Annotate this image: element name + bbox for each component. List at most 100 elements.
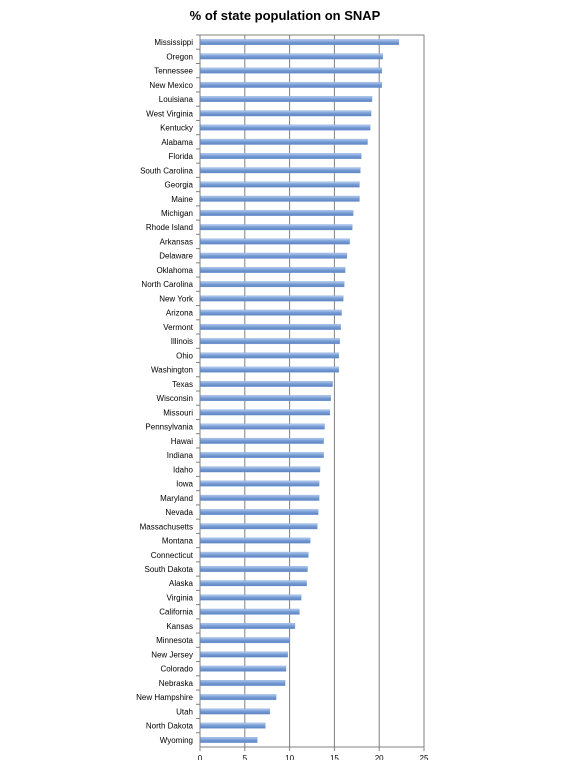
bar-arkansas (200, 238, 350, 245)
bar-alaska (200, 580, 307, 587)
category-label: Oregon (166, 52, 193, 61)
category-label: Minnesota (156, 636, 193, 645)
x-tick-label: 10 (285, 754, 294, 760)
category-label: Idaho (173, 465, 194, 474)
bar-new-hampshire (200, 694, 277, 701)
category-label: North Carolina (141, 280, 193, 289)
bar-south-dakota (200, 566, 308, 572)
bar-tennessee (200, 67, 383, 74)
bar-new-mexico (200, 81, 383, 88)
category-label: Kansas (166, 622, 193, 631)
category-label: Rhode Island (146, 223, 193, 232)
category-label: Massachusetts (140, 522, 193, 531)
category-label: Alaska (169, 579, 194, 588)
category-label: Maine (171, 195, 193, 204)
category-label: Oklahoma (157, 266, 194, 275)
category-labels: Mississippi Oregon Tennessee New Mexico Loui… (136, 34, 200, 745)
bar-maine (200, 195, 360, 202)
bar-west-virginia (200, 110, 372, 117)
bars (200, 39, 400, 743)
bar-connecticut (200, 551, 309, 558)
category-label: California (159, 608, 193, 617)
category-label: Iowa (176, 480, 193, 489)
category-label: Arizona (166, 309, 194, 318)
bar-washington (200, 366, 340, 373)
bar-kentucky (200, 124, 371, 131)
bar-delaware (200, 252, 348, 259)
category-label: Maryland (160, 494, 193, 503)
bar-new-york (200, 295, 344, 302)
category-label: Nevada (165, 508, 193, 517)
category-label: Hawai (171, 437, 193, 446)
bar-california (200, 608, 300, 615)
bar-hawai (200, 437, 324, 444)
category-label: Kentucky (160, 124, 193, 133)
bar-michigan (200, 210, 354, 216)
category-label: Mississippi (154, 38, 193, 47)
bar-south-carolina (200, 167, 361, 174)
x-tick-label: 15 (330, 754, 339, 760)
bar-maryland (200, 494, 320, 501)
category-label: New York (159, 294, 194, 303)
bar-florida (200, 153, 362, 159)
category-label: Utah (176, 707, 193, 716)
bar-alabama (200, 138, 368, 145)
plot-area-border (199, 34, 425, 748)
x-tick-label: 0 (198, 754, 203, 760)
category-label: Tennessee (154, 67, 193, 76)
category-label: Arkansas (160, 237, 193, 246)
category-label: Ohio (176, 351, 193, 360)
category-label: Michigan (161, 209, 193, 218)
bar-rhode-island (200, 224, 353, 231)
category-label: West Virginia (146, 109, 193, 118)
bar-north-carolina (200, 281, 345, 288)
category-label: South Dakota (145, 565, 194, 574)
category-label: Virginia (166, 593, 193, 602)
x-axis-ticks: 0 5 10 15 20 25 (198, 747, 429, 760)
category-label: Pennsylvania (145, 423, 193, 432)
bar-massachusetts (200, 523, 318, 530)
bar-indiana (200, 452, 324, 458)
category-label: Wisconsin (157, 394, 193, 403)
category-label: North Dakota (146, 722, 194, 731)
category-label: Nebraska (159, 679, 194, 688)
bar-ohio (200, 352, 340, 359)
category-label: Montana (162, 537, 194, 546)
bar-texas (200, 380, 333, 387)
bar-oklahoma (200, 267, 346, 273)
category-label: Missouri (163, 408, 193, 417)
category-label: Georgia (165, 181, 194, 190)
category-label: Louisiana (159, 95, 194, 104)
category-label: Wyoming (160, 736, 193, 745)
bar-minnesota (200, 637, 290, 644)
bar-idaho (200, 466, 321, 473)
x-tick-label: 20 (375, 754, 384, 760)
x-tick-label: 25 (420, 754, 429, 760)
bar-mississippi (200, 39, 400, 46)
category-label: Washington (151, 366, 193, 375)
category-label: Texas (172, 380, 193, 389)
bar-arizona (200, 309, 342, 316)
bar-nevada (200, 509, 319, 515)
bar-nebraska (200, 680, 286, 686)
bar-kansas (200, 623, 296, 629)
bar-missouri (200, 409, 331, 416)
bar-virginia (200, 594, 302, 601)
bar-vermont (200, 324, 341, 330)
bar-illinois (200, 338, 340, 345)
bar-georgia (200, 181, 360, 188)
bar-montana (200, 537, 311, 544)
bar-louisiana (200, 96, 373, 102)
x-tick-label: 5 (243, 754, 248, 760)
category-label: New Jersey (151, 650, 193, 659)
category-label: Delaware (159, 252, 193, 261)
category-label: New Mexico (149, 81, 193, 90)
bar-new-jersey (200, 651, 288, 658)
category-label: Indiana (167, 451, 194, 460)
chart-title: % of state population on SNAP (189, 8, 381, 23)
bar-pennsylvania (200, 423, 325, 430)
bar-colorado (200, 665, 287, 672)
bar-oregon (200, 53, 383, 60)
bar-utah (200, 708, 271, 715)
